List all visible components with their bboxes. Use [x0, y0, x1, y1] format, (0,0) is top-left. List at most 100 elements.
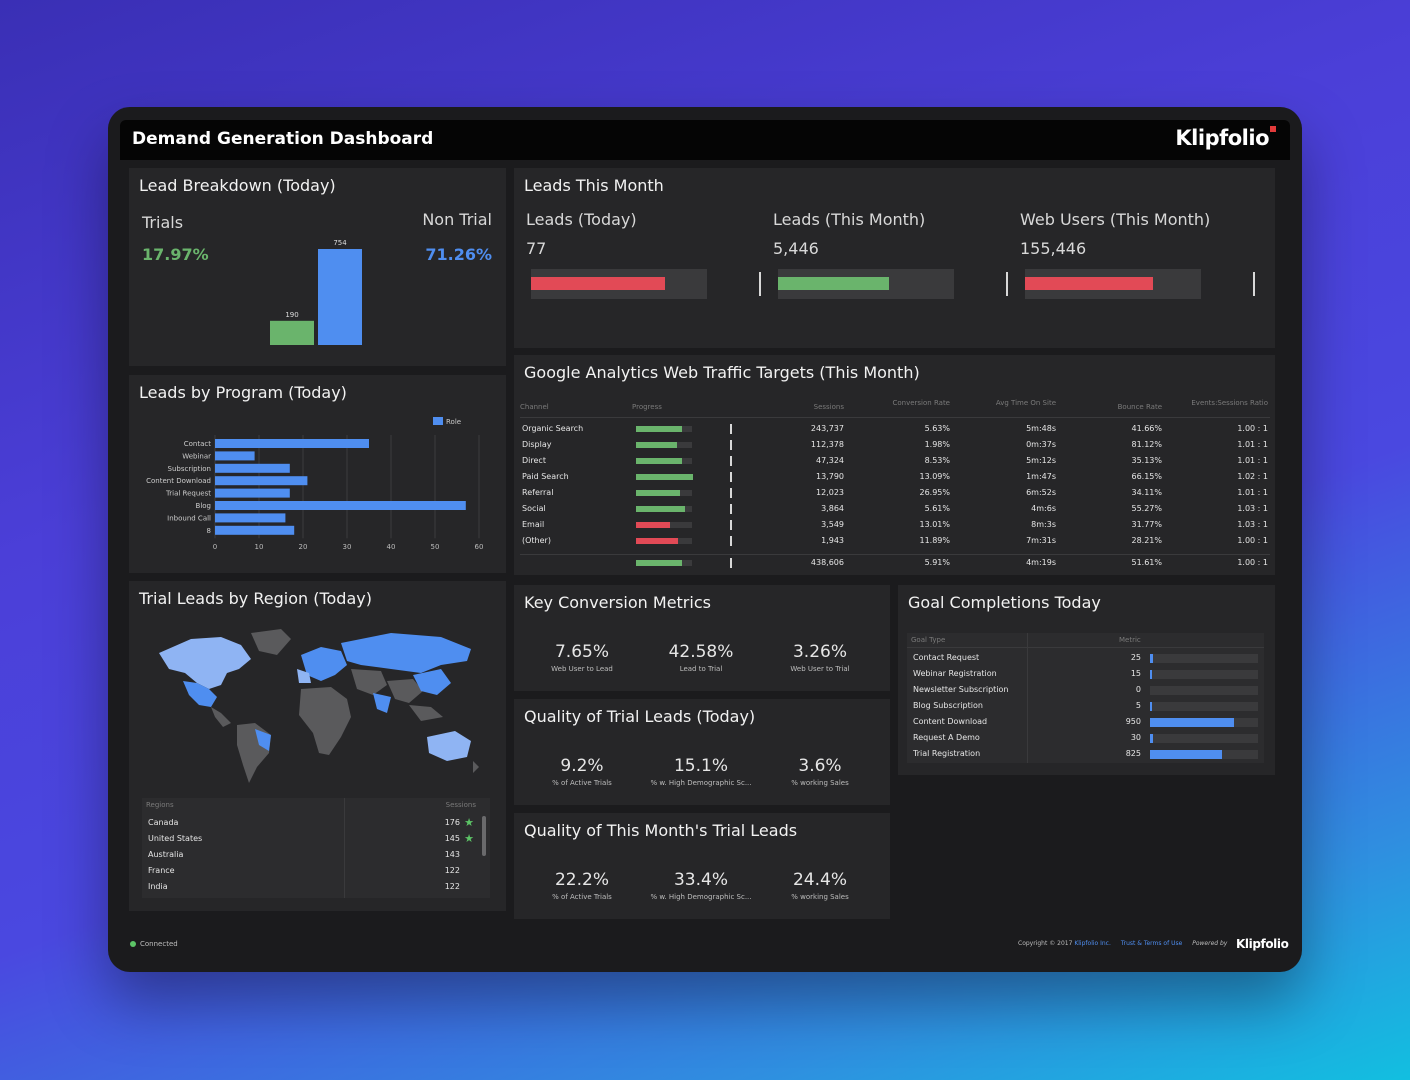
lead-breakdown-panel[interactable]: Lead Breakdown (Today) Trials 17.97% Non… — [129, 168, 506, 366]
ga-target-tick — [730, 456, 732, 466]
category-label: Content Download — [146, 477, 211, 485]
ga-progress-fill — [636, 426, 682, 432]
x-tick-label: 50 — [431, 543, 440, 551]
terms-link[interactable]: Trust & Terms of Use — [1120, 940, 1183, 947]
ga-channel: Direct — [522, 456, 546, 465]
metric-label: Web User to Lead — [551, 665, 613, 673]
program-bar — [215, 463, 290, 473]
kpi-label: Web Users (This Month) — [1020, 210, 1211, 229]
region-column-header: Regions — [146, 801, 174, 809]
goal-bar-track — [1150, 750, 1258, 759]
ga-cell: 6m:52s — [1026, 488, 1056, 497]
lead-breakdown-chart: 190 754 — [270, 239, 362, 345]
ga-channel: Referral — [522, 488, 554, 497]
ga-column-header: Progress — [632, 403, 662, 411]
goals-panel[interactable]: Goal Completions Today Goal Type Metric Co… — [898, 585, 1275, 775]
region-name: India — [148, 882, 168, 891]
goal-bar-fill — [1150, 670, 1153, 679]
metric-value: 3.6% — [798, 756, 842, 776]
ga-cell: 5.61% — [924, 504, 950, 513]
star-icon: ★ — [464, 832, 474, 845]
ga-panel[interactable]: Google Analytics Web Traffic Targets (Th… — [514, 355, 1275, 575]
kpi-progress-track — [531, 269, 707, 299]
footer-brand-logo[interactable]: Klipfolio — [1236, 937, 1289, 951]
ga-cell: 1.98% — [924, 440, 950, 449]
dashboard-title: Demand Generation Dashboard — [132, 129, 434, 149]
world-map[interactable] — [151, 625, 491, 785]
ga-column-header: Conversion Rate — [892, 399, 950, 407]
ga-column-header: Avg Time On Site — [995, 399, 1056, 407]
ga-column-header: Bounce Rate — [1117, 403, 1162, 411]
goal-name: Request A Demo — [913, 733, 980, 742]
metric-label: % working Sales — [791, 893, 849, 901]
ga-cell: 1m:47s — [1026, 472, 1056, 481]
ga-cell: 5m:12s — [1026, 456, 1056, 465]
metric-value: 24.4% — [792, 870, 847, 890]
ga-progress-track — [636, 442, 692, 448]
goals-title: Goal Completions Today — [908, 593, 1101, 612]
powered-by-text: Powered by — [1192, 940, 1228, 947]
kpi-progress-fill — [778, 277, 889, 290]
program-bar — [215, 525, 295, 535]
ga-target-tick — [730, 424, 732, 434]
ga-progress-fill — [636, 560, 682, 566]
quality-month-title: Quality of This Month's Trial Leads — [524, 821, 798, 840]
goal-name: Blog Subscription — [913, 701, 983, 710]
quality-month-panel[interactable]: Quality of This Month's Trial Leads 22.2… — [514, 813, 890, 919]
goal-bar-fill — [1150, 702, 1153, 711]
ga-cell: 55.27% — [1131, 504, 1162, 513]
ga-channel: (Other) — [522, 536, 551, 545]
metric-value: 15.1% — [673, 756, 728, 776]
key-conversion-panel[interactable]: Key Conversion Metrics 7.65% Web User to … — [514, 585, 890, 691]
trials-percent: 17.97% — [142, 245, 209, 264]
ga-cell: 41.66% — [1131, 424, 1162, 433]
region-name: Canada — [148, 818, 179, 827]
region-value: 145 — [444, 834, 460, 843]
ga-cell: 243,737 — [810, 424, 844, 433]
x-tick-label: 10 — [255, 543, 264, 551]
lead-breakdown-bar — [270, 320, 314, 345]
ga-cell: 8.53% — [924, 456, 950, 465]
ga-progress-fill — [636, 506, 686, 512]
ga-progress-track — [636, 426, 692, 432]
region-column-header: Sessions — [445, 801, 476, 809]
region-name: Australia — [148, 850, 184, 859]
metric-value: 22.2% — [554, 870, 609, 890]
goal-bar-track — [1150, 654, 1258, 663]
company-link[interactable]: Klipfolio Inc. — [1074, 940, 1111, 947]
kpi-target-tick — [1253, 272, 1255, 296]
region-scrollbar[interactable] — [482, 816, 486, 856]
quality-today-panel[interactable]: Quality of Trial Leads (Today) 9.2% % of … — [514, 699, 890, 805]
goals-table: Goal Type Metric Contact Request 25 Webinar … — [907, 633, 1264, 763]
ga-cell: 35.13% — [1131, 456, 1162, 465]
leads-program-panel[interactable]: Leads by Program (Today) Role 0 10 20 30 40 50… — [129, 375, 506, 573]
leads-month-panel[interactable]: Leads This Month Leads (Today) 77 Leads (T… — [514, 168, 1275, 348]
goal-bar-track — [1150, 718, 1258, 727]
ga-channel: Organic Search — [522, 424, 584, 433]
metric-label: % w. High Demographic Sc... — [650, 893, 752, 901]
metric-value: 33.4% — [673, 870, 728, 890]
program-bar — [215, 513, 286, 523]
ga-progress-fill — [636, 522, 671, 528]
region-value: 176 — [444, 818, 460, 827]
goal-bar-fill — [1150, 750, 1223, 759]
ga-column-header: Channel — [520, 403, 549, 411]
ga-target-tick — [730, 440, 732, 450]
ga-table: Channel Progress Sessions Conversion Rate Av… — [520, 397, 1270, 572]
star-icon: ★ — [464, 816, 474, 829]
metric-label: % of Active Trials — [552, 893, 612, 901]
goal-value: 30 — [1130, 733, 1141, 742]
kpi-target-tick — [759, 272, 761, 296]
ga-channel: Social — [522, 504, 546, 513]
trials-label: Trials — [142, 213, 184, 232]
ga-cell: 8m:3s — [1031, 520, 1056, 529]
ga-column-header: Sessions — [813, 403, 844, 411]
klipfolio-logo[interactable]: Klipfolio — [1175, 126, 1276, 150]
ga-cell: 13.01% — [919, 520, 950, 529]
ga-cell: 3,864 — [821, 504, 844, 513]
region-panel[interactable]: Trial Leads by Region (Today) Regions Ses… — [129, 581, 506, 911]
metric-label: Lead to Trial — [679, 665, 723, 673]
leads-program-title: Leads by Program (Today) — [139, 383, 347, 402]
status-dot-icon — [130, 941, 136, 947]
connection-status: Connected — [130, 940, 178, 948]
